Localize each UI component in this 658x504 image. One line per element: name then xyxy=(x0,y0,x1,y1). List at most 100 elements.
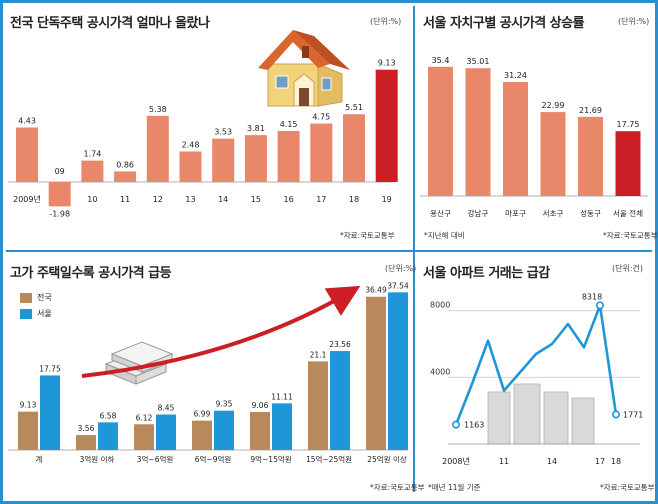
chart3-data-label: 3.56 xyxy=(78,424,95,433)
chart1-tick-label: 11 xyxy=(120,195,130,204)
chart1-tick-label: 09 xyxy=(55,167,65,176)
chart3-data-label: 23.56 xyxy=(329,340,351,349)
chart-seoul-apartment-transactions: 4000 8000 1163 8318 1771 2008년 11 14 17 18 xyxy=(430,292,643,466)
chart3-data-label: 11.11 xyxy=(271,392,293,401)
chart1-bar xyxy=(343,114,365,182)
chart1-data-label: 5.51 xyxy=(345,103,363,112)
panel1-title: 전국 단독주택 공시가격 얼마나 올랐나 xyxy=(10,16,210,31)
chart2-bar xyxy=(578,116,603,196)
chart2-tick-label: 용산구 xyxy=(430,208,451,218)
chart1-tick-label: 13 xyxy=(185,195,195,204)
chart4-data-label: 8318 xyxy=(582,292,602,301)
chart2-tick-label: 강남구 xyxy=(468,208,489,218)
chart4-y-tick-label: 4000 xyxy=(430,367,450,376)
panel4-note: *매년 11월 기준 xyxy=(428,483,481,492)
chart-seoul-district-rise: 35.4 용산구 35.01 강남구 31.24 마포구 22.99 서초구 21.69 성동구 1… xyxy=(420,56,648,218)
chart4-x-tick-label: 2008년 xyxy=(442,456,470,466)
chart2-bar xyxy=(615,131,641,196)
chart3-bar-nationwide xyxy=(18,411,38,450)
chart1-data-label: 9.13 xyxy=(378,59,396,68)
chart2-bar xyxy=(503,81,528,196)
chart3-tick-label: 3억~6억원 xyxy=(137,455,174,464)
panel4-unit: (단위:건) xyxy=(612,264,644,273)
chart1-bar xyxy=(375,69,398,182)
building-illustration xyxy=(571,397,595,445)
chart1-tick-label: 16 xyxy=(284,195,294,204)
chart3-tick-label: 9억~15억원 xyxy=(250,455,291,464)
chart4-data-label: 1163 xyxy=(464,421,484,430)
panel2-unit: (단위:%) xyxy=(618,17,650,26)
chart4-series-line xyxy=(454,304,618,426)
chart3-bar-seoul xyxy=(272,403,292,450)
panel4-source: *자료:국토교통부 xyxy=(600,483,655,492)
chart3-data-label: 8.45 xyxy=(158,404,175,413)
chart1-tick-label: 18 xyxy=(349,195,359,204)
chart2-tick-label: 마포구 xyxy=(505,209,526,218)
chart1-bar xyxy=(16,127,38,182)
chart1-tick-label: 14 xyxy=(218,195,228,204)
chart3-bar-seoul xyxy=(98,422,118,450)
chart3-bar-nationwide xyxy=(134,424,154,450)
chart1-tick-label: 15 xyxy=(251,195,261,204)
chart1-tick-label: 19 xyxy=(382,195,392,204)
chart1-bar xyxy=(81,160,104,182)
chart3-bar-seoul xyxy=(388,292,408,450)
chart1-bar xyxy=(277,130,300,182)
chart2-tick-label: 서초구 xyxy=(543,209,564,218)
panel1-unit: (단위:%) xyxy=(370,17,402,26)
chart3-data-label: 9.35 xyxy=(216,400,233,409)
chart1-tick-label: 17 xyxy=(316,195,326,204)
chart3-tick-label: 25억원 이상 xyxy=(367,454,407,464)
vertical-divider xyxy=(413,6,415,492)
chart2-data-label: 21.69 xyxy=(579,106,602,115)
chart1-bar xyxy=(114,171,137,182)
chart3-data-label: 9.13 xyxy=(20,401,37,410)
chart2-bar xyxy=(465,68,491,196)
chart4-point xyxy=(612,410,621,419)
building-illustration xyxy=(513,383,541,445)
chart3-data-label: 36.49 xyxy=(365,286,387,295)
panel1-source: *자료:국토교통부 xyxy=(340,231,395,240)
chart3-data-label: 6.58 xyxy=(100,411,117,420)
chart1-tick-label: 2009년 xyxy=(13,194,41,204)
chart3-data-label: 21.1 xyxy=(310,350,327,359)
chart1-data-label: 3.81 xyxy=(247,124,265,133)
chart3-bar-nationwide xyxy=(250,411,270,450)
chart2-data-label: 22.99 xyxy=(542,101,565,110)
chart1-tick-label: 10 xyxy=(87,195,97,204)
chart4-x-tick-label: 18 xyxy=(611,457,621,466)
chart1-data-label: 2.48 xyxy=(182,140,200,149)
growth-arrow xyxy=(81,285,361,378)
chart3-data-label: 37.54 xyxy=(387,281,409,290)
chart4-data-label: 1771 xyxy=(623,410,643,419)
chart1-bar xyxy=(48,182,71,207)
chart3-tick-label: 15억~25억원 xyxy=(306,455,352,464)
chart3-tick-label: 6억~9억원 xyxy=(195,455,232,464)
panel2-source: *자료:국토교통부 xyxy=(603,231,658,240)
chart1-data-label: 5.38 xyxy=(149,105,167,114)
chart1-data-label: -1.98 xyxy=(49,209,70,218)
panel3-unit: (단위:%) xyxy=(385,264,417,273)
chart4-y-tick-label: 8000 xyxy=(430,301,450,310)
horizontal-divider xyxy=(6,250,652,252)
chart3-bar-nationwide xyxy=(308,361,328,450)
chart3-data-label: 17.75 xyxy=(39,364,61,373)
house-illustration xyxy=(258,30,350,107)
chart1-data-label: 3.53 xyxy=(214,128,232,137)
chart4-point xyxy=(596,301,605,310)
chart3-data-label: 9.06 xyxy=(252,401,269,410)
chart1-data-label: 1.74 xyxy=(83,150,101,159)
panel3-title: 고가 주택일수록 공시가격 급등 xyxy=(10,266,172,281)
panel2-title: 서울 자치구별 공시가격 상승률 xyxy=(423,16,585,31)
chart2-data-label: 35.01 xyxy=(467,57,490,66)
chart3-bar-seoul xyxy=(214,410,234,450)
chart1-bar xyxy=(146,115,169,182)
chart4-x-tick-label: 14 xyxy=(547,457,557,466)
legend-item-seoul: 서울 xyxy=(20,308,52,319)
chart4-x-tick-label: 17 xyxy=(595,457,605,466)
chart3-tick-label: 3억원 이하 xyxy=(80,454,115,464)
chart3-bar-seoul xyxy=(40,375,60,450)
chart3-bar-nationwide xyxy=(192,420,212,450)
chart2-data-label: 35.4 xyxy=(432,56,450,65)
